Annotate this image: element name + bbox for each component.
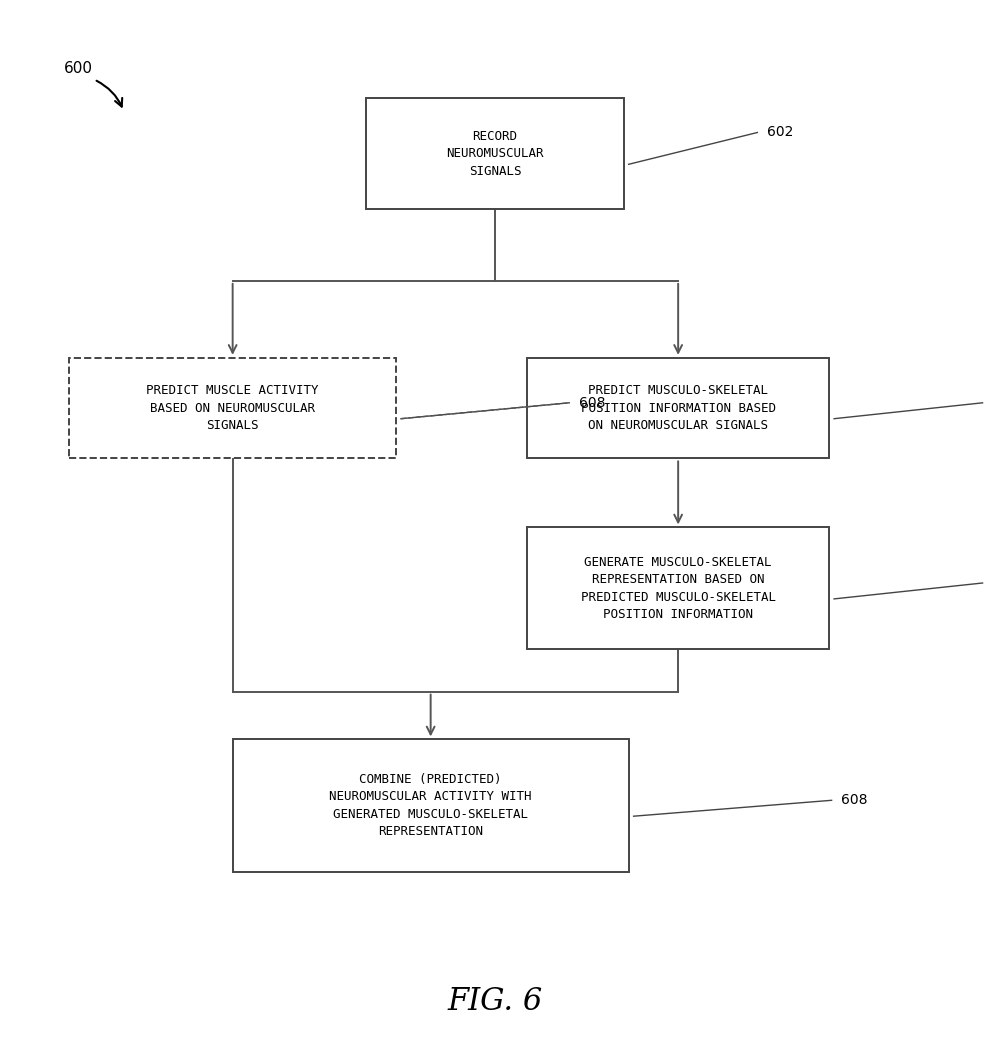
Text: 608: 608 [842, 793, 868, 808]
FancyBboxPatch shape [69, 358, 396, 458]
FancyBboxPatch shape [366, 99, 624, 210]
FancyBboxPatch shape [528, 358, 830, 458]
Text: 608: 608 [579, 395, 606, 410]
Text: 602: 602 [767, 125, 794, 140]
Text: 600: 600 [64, 61, 93, 76]
FancyBboxPatch shape [233, 740, 629, 871]
Text: PREDICT MUSCLE ACTIVITY
BASED ON NEUROMUSCULAR
SIGNALS: PREDICT MUSCLE ACTIVITY BASED ON NEUROMU… [147, 384, 319, 432]
Text: PREDICT MUSCULO-SKELETAL
POSITION INFORMATION BASED
ON NEUROMUSCULAR SIGNALS: PREDICT MUSCULO-SKELETAL POSITION INFORM… [581, 384, 775, 432]
Text: COMBINE (PREDICTED)
NEUROMUSCULAR ACTIVITY WITH
GENERATED MUSCULO-SKELETAL
REPRE: COMBINE (PREDICTED) NEUROMUSCULAR ACTIVI… [330, 773, 532, 838]
FancyBboxPatch shape [528, 527, 830, 649]
Text: FIG. 6: FIG. 6 [447, 986, 543, 1018]
Text: RECORD
NEUROMUSCULAR
SIGNALS: RECORD NEUROMUSCULAR SIGNALS [446, 129, 544, 178]
Text: GENERATE MUSCULO-SKELETAL
REPRESENTATION BASED ON
PREDICTED MUSCULO-SKELETAL
POS: GENERATE MUSCULO-SKELETAL REPRESENTATION… [581, 555, 775, 621]
